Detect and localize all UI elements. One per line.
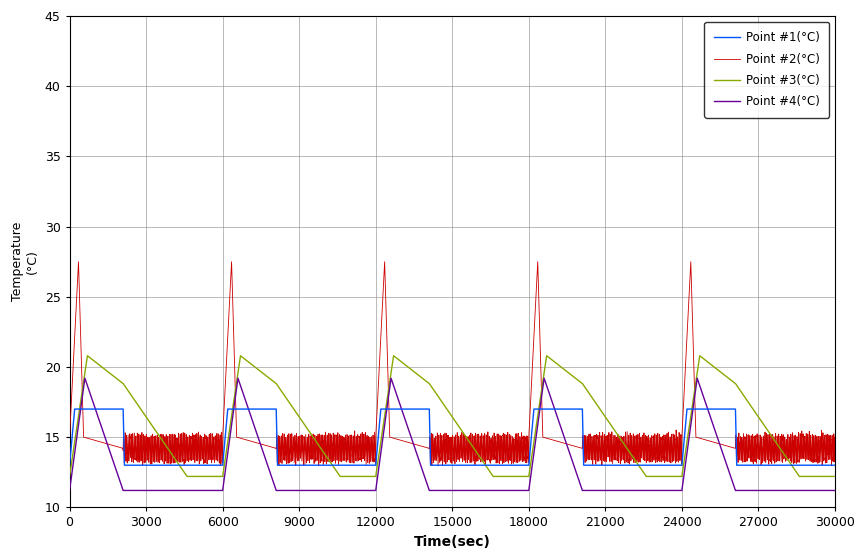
Point #2(°C) (640, 457, 650, 464)
Point #1(°C) (64, 462, 74, 469)
Line: Point #4(°C): Point #4(°C) (69, 378, 835, 491)
Point #1(°C) (69, 405, 80, 412)
Point #4(°C) (74, 422, 84, 428)
Point #4(°C) (80, 375, 90, 381)
Point #3(°C) (74, 413, 84, 419)
Point #2(°C) (433, 463, 443, 469)
Point #1(°C) (740, 462, 751, 469)
Point #3(°C) (830, 473, 840, 480)
Point #4(°C) (410, 447, 421, 454)
Point #1(°C) (819, 462, 830, 469)
Legend: Point #1(°C), Point #2(°C), Point #3(°C), Point #4(°C): Point #1(°C), Point #2(°C), Point #3(°C)… (704, 22, 829, 118)
Y-axis label: Temperature
(°C): Temperature (°C) (11, 222, 39, 301)
Point #2(°C) (410, 441, 421, 448)
Line: Point #1(°C): Point #1(°C) (69, 409, 835, 465)
Point #3(°C) (64, 473, 74, 480)
Line: Point #3(°C): Point #3(°C) (69, 356, 835, 477)
Point #2(°C) (830, 434, 840, 441)
Point #3(°C) (740, 395, 751, 402)
Point #2(°C) (64, 434, 74, 441)
Point #3(°C) (640, 471, 650, 478)
X-axis label: Time(sec): Time(sec) (414, 535, 491, 549)
Point #1(°C) (410, 405, 421, 412)
Point #4(°C) (64, 487, 74, 494)
Point #3(°C) (82, 352, 93, 359)
Point #3(°C) (410, 370, 421, 376)
Point #4(°C) (830, 487, 840, 494)
Point #2(°C) (246, 438, 256, 445)
Point #3(°C) (246, 361, 256, 367)
Line: Point #2(°C): Point #2(°C) (69, 262, 835, 466)
Point #3(°C) (819, 473, 830, 480)
Point #2(°C) (74, 258, 84, 265)
Point #4(°C) (640, 487, 650, 494)
Point #1(°C) (830, 462, 840, 469)
Point #2(°C) (819, 437, 830, 444)
Point #2(°C) (74, 263, 84, 269)
Point #2(°C) (740, 450, 751, 456)
Point #1(°C) (246, 405, 256, 412)
Point #4(°C) (740, 487, 751, 494)
Point #4(°C) (819, 487, 830, 494)
Point #1(°C) (640, 462, 650, 469)
Point #1(°C) (74, 405, 84, 412)
Point #4(°C) (246, 413, 256, 419)
